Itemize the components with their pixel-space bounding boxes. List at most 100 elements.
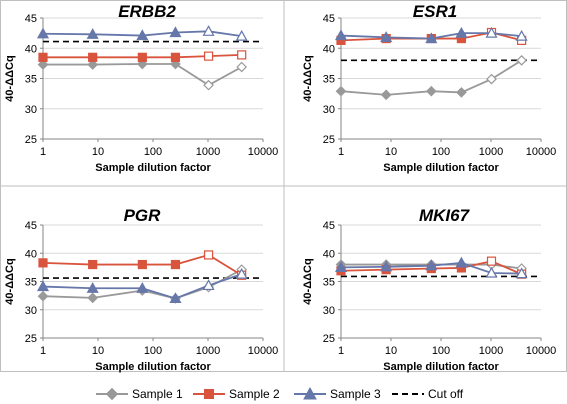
y-tick-label: 25 [323, 333, 335, 345]
data-point-sample-2 [486, 256, 497, 266]
series-line-sample-3 [42, 30, 242, 38]
series-line-sample-1 [43, 63, 243, 87]
data-point-sample-3 [515, 29, 528, 41]
y-axis-title: 40-ΔΔCq [4, 55, 16, 101]
x-axis-title: Sample dilution factor [95, 162, 211, 174]
data-point-sample-2 [237, 50, 247, 60]
data-point-sample-3 [86, 28, 99, 39]
x-tick-label: 1 [338, 345, 344, 357]
data-point-sample-3 [425, 259, 438, 271]
data-point-sample-3 [485, 266, 498, 278]
series-line-sample-2 [43, 54, 242, 59]
data-point-sample-2 [88, 259, 98, 270]
data-point-sample-2 [137, 259, 147, 270]
x-tick-label: 1000 [479, 146, 503, 158]
data-point-sample-1 [87, 59, 99, 70]
x-tick-label: 100 [432, 146, 450, 158]
data-point-sample-2 [203, 250, 214, 260]
data-point-sample-2 [137, 52, 147, 62]
data-point-sample-1 [380, 89, 392, 101]
legend-marker-triangle [303, 386, 317, 400]
chart-panel-erbb2: ERBB2 25 30 35 40 45 1 10 100 1000 10000 Sample dil… [4, 2, 278, 174]
data-point-sample-3 [235, 267, 248, 279]
legend: Sample 1 Sample 2 Sample 3 Cut off [96, 386, 464, 401]
data-point-sample-3 [36, 27, 50, 39]
y-axis-title: 40-ΔΔCq [302, 55, 314, 101]
y-tick-label: 40 [25, 43, 37, 55]
data-point-sample-2 [170, 52, 181, 62]
x-tick-label: 1 [338, 146, 344, 158]
y-tick-label: 35 [25, 74, 37, 86]
chart-title: ESR1 [413, 2, 457, 21]
data-point-sample-3 [235, 29, 248, 41]
data-point-sample-3 [380, 31, 393, 42]
legend-item-cutoff: Cut off [392, 387, 464, 401]
y-tick-label: 45 [25, 13, 37, 25]
x-tick-label: 10000 [526, 345, 557, 357]
x-tick-label: 10 [385, 345, 397, 357]
legend-marker-square [204, 389, 214, 399]
data-point-sample-1 [335, 85, 347, 97]
data-point-sample-3 [169, 26, 182, 38]
y-tick-label: 25 [25, 134, 37, 146]
data-point-sample-3 [202, 25, 215, 36]
x-tick-label: 1 [40, 345, 46, 357]
x-tick-label: 10000 [526, 146, 557, 158]
legend-label-sample-1: Sample 1 [132, 387, 183, 401]
x-tick-label: 10 [92, 345, 104, 357]
data-point-sample-1 [456, 87, 467, 98]
data-point-sample-2 [38, 258, 48, 268]
legend-item-sample-2: Sample 2 [193, 387, 280, 401]
series-line-sample-3 [340, 32, 522, 40]
x-tick-label: 1000 [196, 146, 220, 158]
y-tick-label: 35 [25, 277, 37, 289]
data-point-sample-1 [37, 290, 49, 302]
x-tick-label: 10 [92, 146, 104, 158]
chart-panel-mki67: MKI67 25 30 35 40 45 1 10 100 1000 10000 Sample dil… [302, 206, 556, 373]
data-point-sample-3 [515, 267, 528, 279]
y-axis-title: 40-ΔΔCq [4, 258, 16, 304]
y-tick-label: 25 [25, 333, 37, 345]
legend-item-sample-3: Sample 3 [294, 386, 381, 401]
x-tick-label: 1000 [479, 345, 503, 357]
x-axis-title: Sample dilution factor [95, 361, 211, 373]
data-point-sample-3 [425, 32, 438, 44]
x-tick-label: 100 [144, 146, 162, 158]
data-point-sample-2 [38, 52, 48, 62]
data-point-sample-3 [334, 261, 348, 272]
y-tick-label: 30 [25, 104, 37, 116]
y-tick-label: 25 [323, 134, 335, 146]
x-tick-label: 10000 [248, 146, 279, 158]
y-tick-label: 40 [25, 248, 37, 260]
data-point-sample-3 [169, 292, 182, 304]
chart-title: PGR [124, 206, 162, 225]
y-tick-label: 40 [323, 43, 335, 55]
data-point-sample-3 [202, 279, 215, 291]
x-tick-label: 10000 [248, 345, 279, 357]
data-point-sample-2 [203, 51, 214, 61]
legend-label-cutoff: Cut off [428, 387, 464, 401]
x-axis-title: Sample dilution factor [383, 361, 499, 373]
data-point-sample-3 [36, 280, 50, 292]
series-line-sample-3 [340, 261, 522, 275]
data-point-sample-2 [88, 52, 98, 62]
data-point-sample-1 [236, 61, 248, 73]
x-axis-title: Sample dilution factor [383, 162, 499, 174]
panels: ERBB2 25 30 35 40 45 1 10 100 1000 10000 Sample dil… [4, 2, 556, 373]
data-point-sample-1 [37, 59, 49, 70]
x-tick-label: 100 [432, 345, 450, 357]
data-point-sample-3 [455, 256, 468, 268]
y-tick-label: 30 [323, 104, 335, 116]
y-tick-label: 45 [323, 220, 335, 232]
series-line-sample-1 [340, 59, 523, 96]
legend-marker-diamond [105, 387, 119, 401]
y-tick-label: 45 [25, 220, 37, 232]
chart-title: ERBB2 [118, 2, 176, 21]
y-tick-label: 35 [323, 277, 335, 289]
legend-label-sample-3: Sample 3 [330, 387, 381, 401]
data-point-sample-1 [203, 79, 214, 91]
y-tick-label: 30 [323, 305, 335, 317]
data-point-sample-1 [87, 292, 99, 304]
series-line-sample-2 [340, 260, 522, 275]
